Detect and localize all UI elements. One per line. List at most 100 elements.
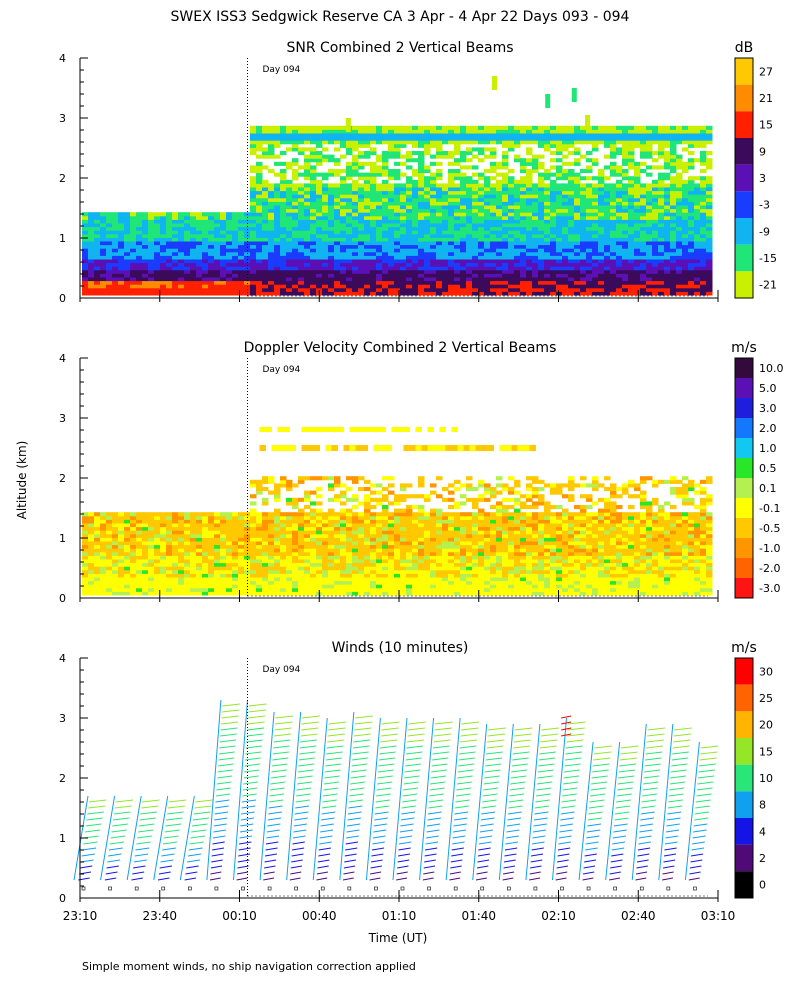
snr-cell	[148, 284, 155, 289]
snr-cell	[682, 169, 689, 174]
snr-cell	[598, 172, 605, 177]
snr-cell	[100, 284, 107, 289]
snr-cell	[256, 266, 263, 271]
doppler-cell	[178, 544, 185, 549]
snr-cell	[364, 201, 371, 206]
snr-cell	[664, 190, 671, 195]
doppler-cell	[202, 555, 209, 560]
snr-cell	[460, 226, 467, 231]
doppler-cell	[262, 580, 269, 585]
doppler-cell	[166, 530, 173, 535]
snr-cell	[256, 194, 263, 199]
snr-cell	[310, 230, 317, 235]
snr-cell	[484, 215, 491, 220]
snr-cell	[118, 273, 125, 278]
snr-cell	[700, 251, 707, 256]
doppler-cell	[202, 533, 209, 538]
snr-cell	[430, 187, 437, 192]
snr-cell	[142, 255, 149, 260]
snr-cell	[178, 262, 185, 267]
snr-cell	[370, 187, 377, 192]
snr-cell	[286, 165, 293, 170]
snr-cell	[262, 133, 269, 138]
snr-cell	[304, 194, 311, 199]
snr-cell	[508, 212, 515, 217]
snr-cell	[622, 248, 629, 253]
snr-cell	[670, 237, 677, 242]
snr-cell	[412, 179, 419, 184]
snr-cell	[580, 266, 587, 271]
snr-cell	[94, 255, 101, 260]
snr-cell	[502, 266, 509, 271]
snr-cell	[418, 219, 425, 224]
snr-cell	[388, 233, 395, 238]
snr-cell	[376, 133, 383, 138]
snr-cell	[544, 194, 551, 199]
snr-cell	[316, 230, 323, 235]
snr-cell	[448, 241, 455, 246]
doppler-cell	[160, 559, 167, 564]
snr-cell	[364, 215, 371, 220]
snr-cell	[196, 269, 203, 274]
snr-cell	[676, 287, 683, 292]
snr-cell	[286, 194, 293, 199]
snr-cell	[424, 244, 431, 249]
snr-cell	[586, 269, 593, 274]
snr-cell	[478, 190, 485, 195]
snr-cell	[658, 133, 665, 138]
snr-cell	[112, 259, 119, 264]
snr-cell	[652, 136, 659, 141]
doppler-cell	[94, 541, 101, 546]
snr-cell	[658, 284, 665, 289]
snr-cell	[88, 291, 95, 296]
snr-cell	[448, 133, 455, 138]
doppler-cell	[160, 562, 167, 567]
snr-cell	[400, 183, 407, 188]
snr-cell	[316, 136, 323, 141]
snr-cell	[82, 287, 89, 292]
doppler-cell	[196, 584, 203, 589]
snr-cell	[166, 255, 173, 260]
snr-cell	[634, 226, 641, 231]
snr-cell	[556, 241, 563, 246]
snr-cell	[352, 179, 359, 184]
snr-cell	[220, 266, 227, 271]
snr-cell	[412, 259, 419, 264]
snr-cell	[676, 129, 683, 134]
snr-cell	[538, 233, 545, 238]
snr-cell	[202, 248, 209, 253]
doppler-cell	[292, 580, 299, 585]
snr-cell	[334, 197, 341, 202]
snr-cell	[556, 125, 563, 130]
doppler-cell	[100, 587, 107, 592]
snr-cell	[550, 143, 557, 148]
snr-cell	[322, 197, 329, 202]
snr-cell	[184, 251, 191, 256]
snr-cell	[106, 226, 113, 231]
snr-cell	[106, 219, 113, 224]
doppler-cell	[118, 587, 125, 592]
doppler-cell	[256, 487, 263, 492]
snr-cell	[472, 284, 479, 289]
snr-cell	[142, 259, 149, 264]
doppler-cell	[124, 526, 131, 531]
snr-cell	[388, 262, 395, 267]
doppler-cell	[172, 587, 179, 592]
doppler-cell	[226, 587, 233, 592]
snr-cell	[448, 140, 455, 145]
snr-cell	[706, 223, 713, 228]
snr-cell	[358, 244, 365, 249]
snr-cell	[622, 161, 629, 166]
doppler-cell	[208, 580, 215, 585]
snr-cell	[322, 201, 329, 206]
snr-cell	[508, 291, 515, 296]
snr-cell	[490, 151, 497, 156]
snr-cell	[658, 194, 665, 199]
snr-cell	[376, 280, 383, 285]
snr-cell	[358, 215, 365, 220]
snr-cell	[340, 215, 347, 220]
snr-cell	[274, 277, 281, 282]
snr-cell	[406, 125, 413, 130]
snr-cell	[574, 194, 581, 199]
snr-cell	[244, 277, 251, 282]
